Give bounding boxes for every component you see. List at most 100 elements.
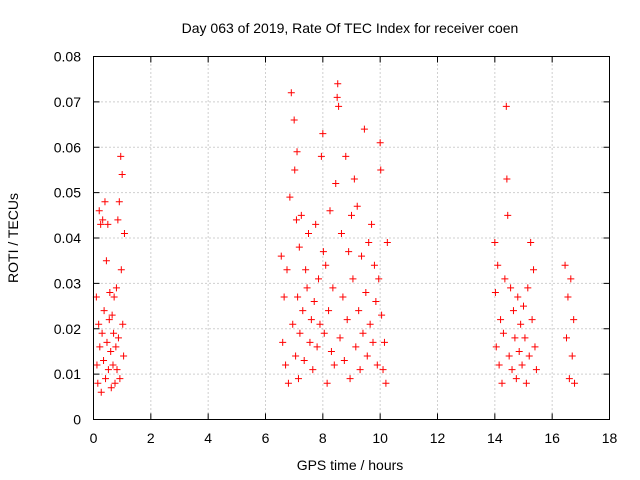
data-point <box>509 307 517 315</box>
data-point <box>306 338 314 346</box>
data-point <box>319 130 327 138</box>
data-point <box>332 180 340 188</box>
data-point <box>100 357 108 365</box>
data-point <box>350 175 358 183</box>
data-point <box>97 388 105 396</box>
data-point <box>110 293 118 301</box>
data-point <box>279 338 287 346</box>
data-point <box>531 343 539 351</box>
data-point <box>564 293 572 301</box>
data-point <box>353 202 361 210</box>
x-tick-label: 0 <box>90 430 98 446</box>
data-point <box>337 229 345 237</box>
data-point <box>325 307 333 315</box>
data-point <box>109 361 117 369</box>
data-point <box>111 379 119 387</box>
data-point <box>518 361 526 369</box>
data-point <box>520 302 527 310</box>
data-point <box>369 338 377 346</box>
data-point <box>378 311 386 319</box>
data-point <box>373 361 381 369</box>
data-point <box>317 152 325 160</box>
data-point <box>289 320 297 328</box>
data-point <box>102 375 110 383</box>
data-point <box>358 252 366 260</box>
data-point <box>312 220 320 228</box>
data-point <box>525 352 533 360</box>
data-point <box>99 216 107 224</box>
data-point <box>294 293 302 301</box>
data-point <box>379 366 387 374</box>
x-tick-label: 14 <box>487 430 503 446</box>
data-point <box>521 334 529 342</box>
data-point <box>293 148 301 156</box>
data-point <box>112 284 120 292</box>
data-point <box>380 338 388 346</box>
grid-lines <box>93 56 610 420</box>
y-axis-label: ROTI / TECUs <box>5 193 21 283</box>
y-tick-label: 0.01 <box>54 366 81 382</box>
data-point <box>120 352 128 360</box>
data-point <box>336 334 344 342</box>
data-point <box>107 384 115 392</box>
data-point <box>297 211 305 219</box>
data-point <box>360 125 368 133</box>
data-point <box>290 116 298 124</box>
data-point <box>117 266 125 274</box>
data-point <box>571 379 579 387</box>
data-point <box>563 334 570 342</box>
data-point <box>104 220 112 228</box>
data-point <box>100 307 108 315</box>
data-point <box>104 366 112 374</box>
plot-frame <box>93 56 610 420</box>
data-point <box>284 379 292 387</box>
y-tick-label: 0.07 <box>54 94 81 110</box>
data-point <box>491 239 499 247</box>
data-point <box>108 311 116 319</box>
data-point <box>567 275 575 283</box>
y-tick-label: 0.06 <box>54 139 81 155</box>
data-point <box>356 366 364 374</box>
data-point <box>98 329 106 337</box>
y-tick-label: 0.08 <box>54 49 81 65</box>
data-point <box>277 252 285 260</box>
y-tick-label: 0 <box>73 412 81 428</box>
data-point <box>501 275 509 283</box>
data-point <box>561 261 569 269</box>
data-point <box>499 329 507 337</box>
data-point <box>96 343 104 351</box>
data-point <box>313 343 321 351</box>
x-tick-label: 18 <box>602 430 618 446</box>
data-point <box>282 361 290 369</box>
data-point <box>305 229 312 237</box>
data-point <box>315 275 323 283</box>
data-point <box>498 379 506 387</box>
data-point <box>355 307 363 315</box>
data-point <box>532 366 540 374</box>
data-point <box>295 243 303 251</box>
data-point <box>294 375 302 383</box>
data-point <box>334 80 342 88</box>
x-tick-label: 10 <box>372 430 388 446</box>
data-point <box>522 379 530 387</box>
data-point <box>512 375 520 383</box>
x-tick-label: 12 <box>430 430 446 446</box>
data-point <box>342 152 350 160</box>
data-point <box>280 293 288 301</box>
data-point <box>296 329 304 337</box>
data-point <box>316 320 324 328</box>
x-tick-label: 2 <box>147 430 155 446</box>
y-tick-label: 0.03 <box>54 275 81 291</box>
data-point <box>120 229 128 237</box>
x-tick-label: 16 <box>544 430 560 446</box>
x-tick-labels: 0 2 4 6 8 10 12 14 16 18 <box>90 430 618 446</box>
data-point <box>335 102 343 110</box>
data-point <box>503 175 511 183</box>
data-point <box>382 379 390 387</box>
data-point <box>349 275 357 283</box>
data-point <box>377 166 385 174</box>
data-point <box>352 343 360 351</box>
data-point <box>372 298 380 306</box>
data-point <box>511 334 519 342</box>
data-point <box>114 334 122 342</box>
